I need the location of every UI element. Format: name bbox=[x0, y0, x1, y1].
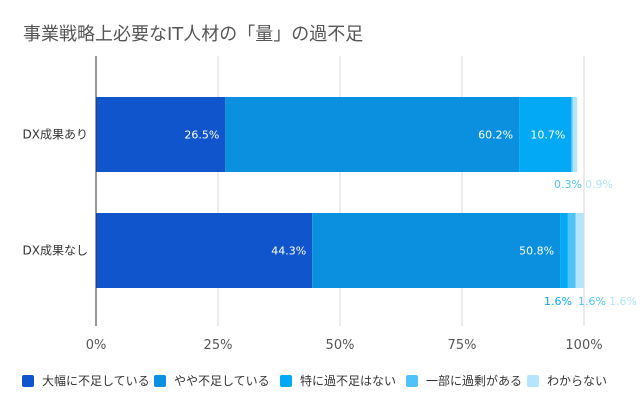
x-tick-label: 50% bbox=[326, 338, 355, 353]
data-label: 26.5% bbox=[184, 129, 219, 142]
data-label: 10.7% bbox=[530, 129, 565, 142]
legend-swatch bbox=[154, 374, 166, 387]
legend-label: 大幅に不足している bbox=[42, 374, 150, 388]
legend-swatch bbox=[527, 374, 539, 387]
data-label: 50.8% bbox=[519, 245, 554, 258]
legend-label: わからない bbox=[547, 374, 608, 388]
legend-item: 大幅に不足している bbox=[22, 372, 150, 389]
x-tick-label: 25% bbox=[204, 338, 233, 353]
legend-swatch bbox=[406, 374, 418, 387]
data-label: 1.6% bbox=[578, 295, 606, 308]
legend-label: 一部に過剰がある bbox=[426, 374, 523, 388]
bar-segment bbox=[96, 97, 226, 172]
legend-item: わからない bbox=[527, 372, 607, 389]
bar-segment bbox=[225, 97, 520, 172]
data-label: 1.6% bbox=[544, 295, 572, 308]
legend-swatch bbox=[280, 374, 292, 387]
data-label: 1.6% bbox=[609, 295, 637, 308]
bar-segment bbox=[575, 213, 584, 288]
data-label: 44.3% bbox=[271, 245, 306, 258]
bar-segment bbox=[572, 97, 578, 172]
category-label: DX成果なし bbox=[23, 244, 88, 258]
stacked-bar-chart: 0% 25% 50% 75% 100% DX成果あり 26.5% 60.2% 10.7% 0.3%… bbox=[23, 56, 637, 353]
bar-segment bbox=[567, 213, 576, 288]
x-tick-label: 0% bbox=[86, 338, 107, 353]
chart-title: 事業戦略上必要なIT人材の「量」の過不足 bbox=[23, 24, 364, 45]
data-label: 0.9% bbox=[585, 178, 613, 191]
data-label: 0.3% bbox=[554, 178, 582, 191]
x-tick-label: 100% bbox=[565, 338, 602, 353]
data-label: 60.2% bbox=[478, 129, 513, 142]
x-tick-label: 75% bbox=[448, 338, 477, 353]
legend-swatch bbox=[22, 374, 34, 387]
chart-legend: 大幅に不足している やや不足している 特に過不足はない 一部に過剰がある わからない bbox=[0, 366, 644, 390]
bar-segment bbox=[312, 213, 561, 288]
legend-label: やや不足している bbox=[174, 374, 270, 388]
bar-segment bbox=[560, 213, 568, 288]
legend-item: 特に過不足はない bbox=[280, 372, 396, 389]
bar-segment bbox=[571, 97, 573, 172]
legend-label: 特に過不足はない bbox=[300, 374, 397, 388]
bar-segment bbox=[96, 213, 313, 288]
legend-item: やや不足している bbox=[154, 372, 270, 389]
category-label: DX成果あり bbox=[23, 128, 88, 142]
bar-segment bbox=[519, 97, 572, 172]
legend-item: 一部に過剰がある bbox=[406, 372, 522, 389]
